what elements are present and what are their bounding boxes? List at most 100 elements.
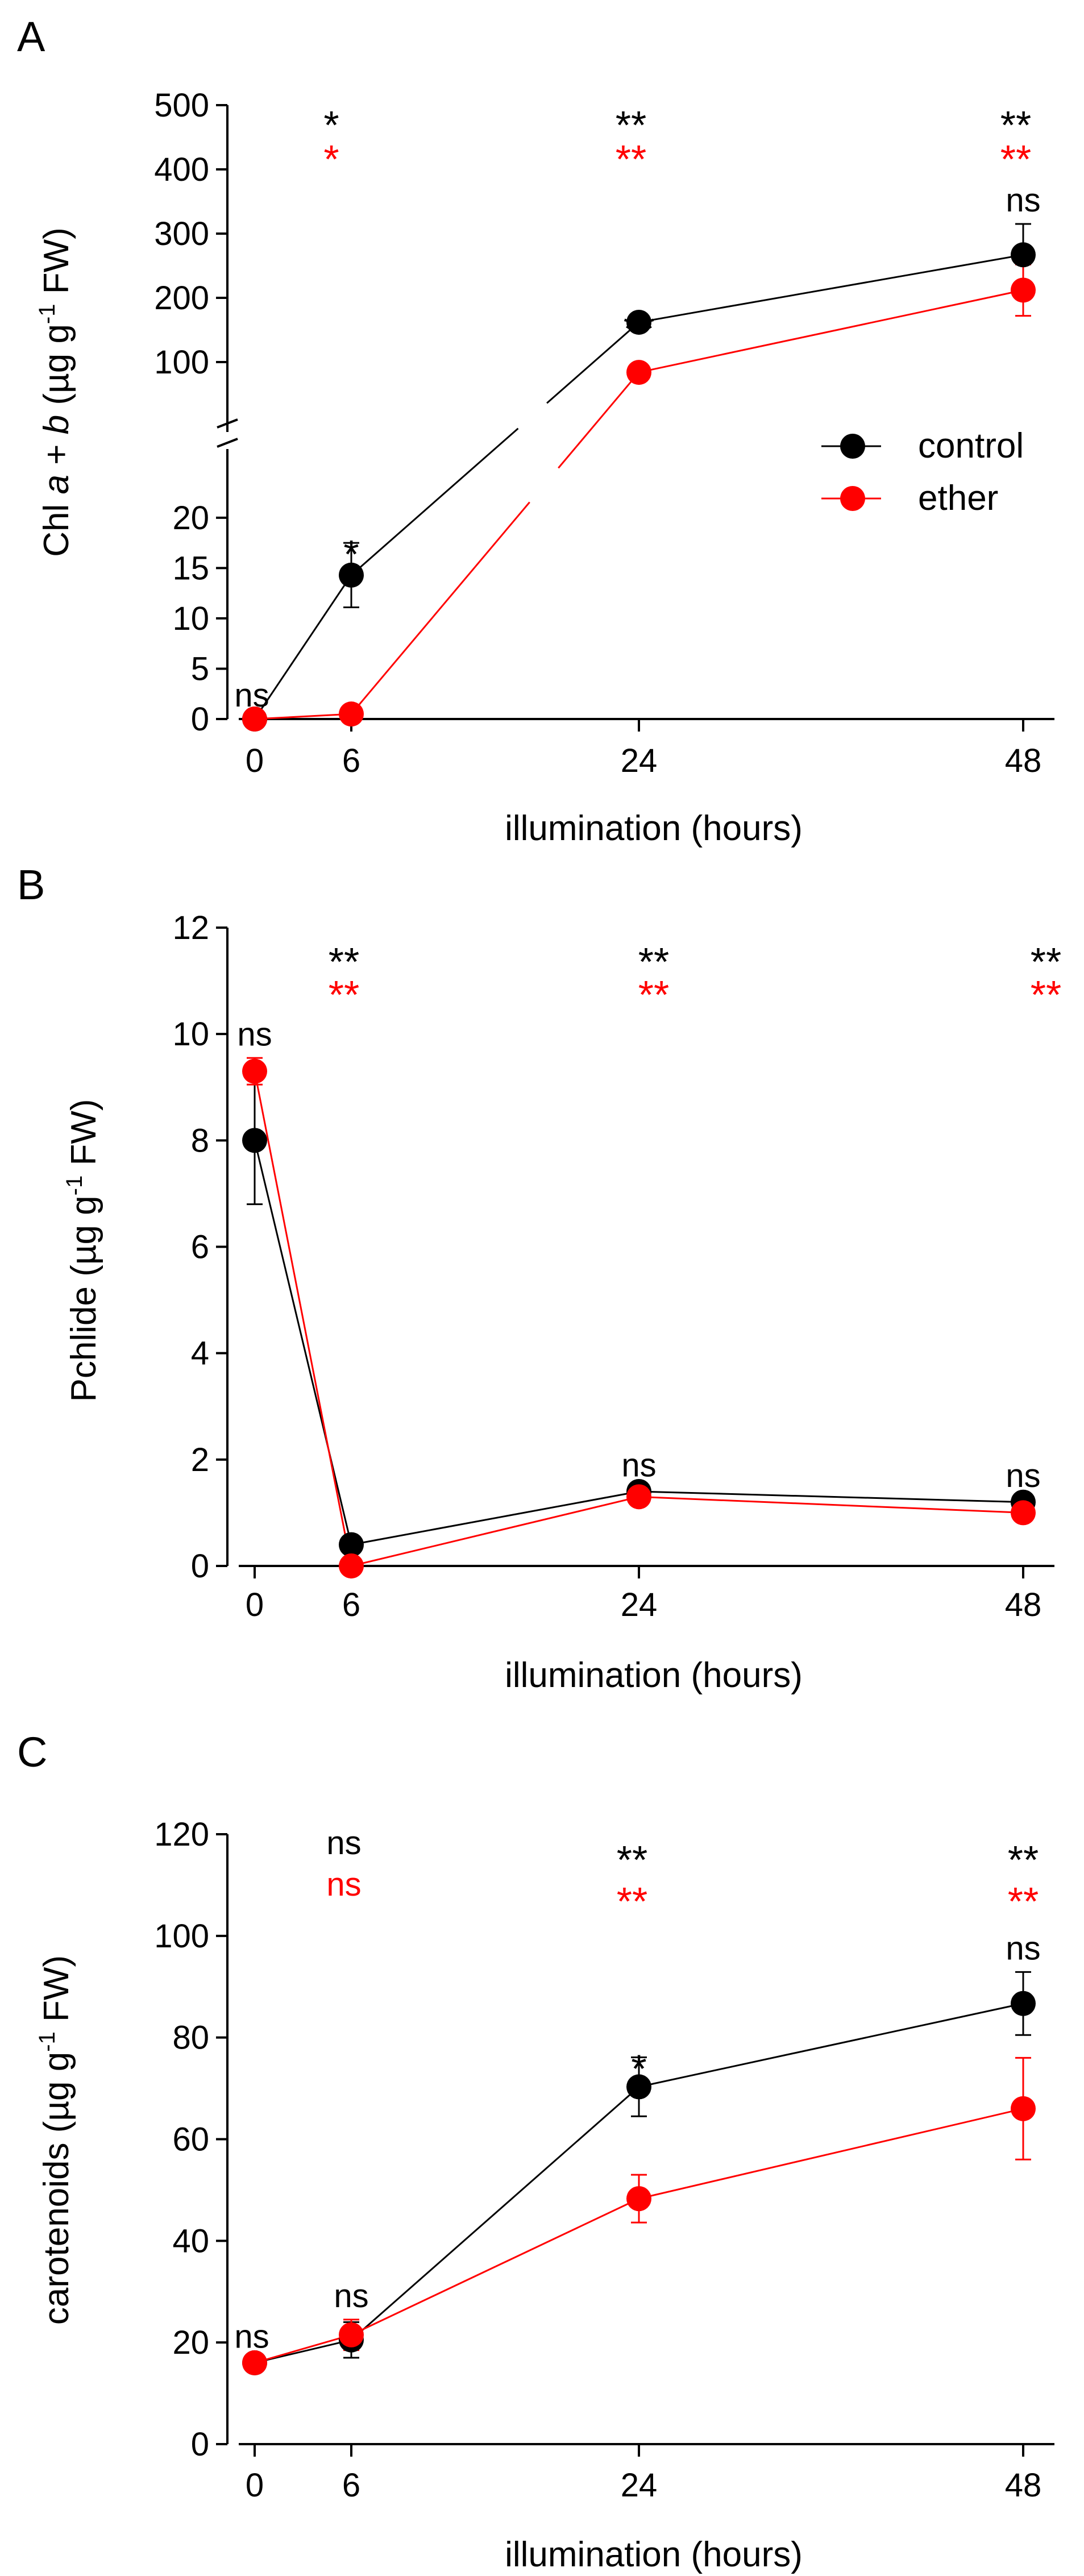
data-point-control: [339, 1532, 364, 1557]
y-tick-label: 15: [172, 550, 209, 587]
series-line-ether: [638, 1495, 1024, 1514]
y-tick-label: 6: [191, 1229, 209, 1266]
x-tick-label: 0: [246, 1586, 264, 1623]
y-axis-label: carotenoids (µg g-1 FW): [35, 1955, 76, 2325]
series-line-control: [351, 1490, 639, 1546]
panel-label: A: [17, 13, 45, 60]
y-label-part-unit-close: FW): [37, 1955, 76, 2031]
x-tick-label: 6: [342, 742, 360, 779]
y-tick-label: 0: [191, 1548, 209, 1585]
data-point-ether: [626, 1484, 651, 1510]
y-tick-label: 20: [172, 2324, 209, 2361]
series-line-ether: [351, 1495, 639, 1567]
top-significance-control: ns: [326, 1825, 361, 1862]
data-point-ether: [626, 2186, 651, 2212]
data-point-ether: [339, 1553, 364, 1578]
top-significance-control: **: [617, 1838, 647, 1882]
series-line-control: [351, 427, 519, 576]
legend-label: control: [918, 426, 1024, 466]
series-line-ether: [351, 2197, 639, 2336]
series-line-ether: [350, 501, 530, 715]
y-tick-label: 5: [191, 650, 209, 687]
y-tick-label: 60: [172, 2121, 209, 2158]
significance-label: ns: [1006, 1457, 1040, 1494]
data-point-ether: [242, 707, 267, 732]
y-label-part-prefix: Chl: [37, 495, 76, 557]
y-tick-label: 2: [191, 1441, 209, 1478]
x-tick-label: 0: [246, 2467, 264, 2504]
top-significance-ether: *: [323, 137, 339, 181]
y-label-part-unit-open: (µg g: [64, 1195, 103, 1286]
y-tick-label: 20: [172, 500, 209, 537]
significance-label: *: [343, 1528, 359, 1573]
legend-marker-control: [840, 434, 865, 459]
y-label-part-unit-close: FW): [37, 227, 76, 304]
significance-label: ns: [1006, 1930, 1040, 1967]
x-tick-label: 48: [1005, 2467, 1042, 2504]
significance-label: ns: [237, 1016, 272, 1053]
panel-label: B: [17, 861, 45, 908]
y-axis-label: Chl a + b (µg g-1 FW): [35, 227, 76, 557]
data-point-ether: [1011, 277, 1036, 303]
significance-label: **: [624, 306, 654, 351]
y-label-part-a: a: [37, 475, 76, 494]
series-line-ether: [254, 713, 352, 720]
top-significance-ether: **: [1008, 1879, 1039, 1923]
y-tick-label: 100: [154, 1918, 209, 1955]
data-point-ether: [626, 360, 651, 385]
data-point-ether: [339, 701, 364, 727]
y-tick-label: 200: [154, 280, 209, 317]
y-label-part-sup: -1: [62, 1175, 87, 1196]
y-tick-label: 40: [172, 2222, 209, 2259]
x-tick-label: 6: [342, 2467, 360, 2504]
axis-break-mark: [217, 438, 238, 448]
significance-label: *: [343, 532, 359, 576]
panel-label: C: [17, 1729, 47, 1776]
top-significance-ether: **: [617, 1879, 647, 1923]
top-significance-control: **: [638, 940, 669, 984]
series-line-control: [351, 2086, 639, 2341]
data-point-ether: [242, 2350, 267, 2375]
x-tick-label: 6: [342, 1586, 360, 1623]
top-significance-ether: **: [638, 973, 669, 1017]
data-point-control: [339, 562, 364, 588]
y-tick-label: 4: [191, 1335, 209, 1372]
y-label-part-prefix: Pchlide: [64, 1286, 103, 1402]
series-line-control: [638, 1490, 1024, 1503]
y-tick-label: 100: [154, 344, 209, 381]
series-line-ether: [638, 289, 1024, 373]
top-significance-ether: ns: [326, 1866, 361, 1903]
series-line-control: [254, 574, 352, 720]
data-point-ether: [1011, 1500, 1036, 1526]
data-point-ether: [242, 1058, 267, 1084]
x-tick-label: 48: [1005, 742, 1042, 779]
x-axis-label: illumination (hours): [505, 2535, 803, 2574]
y-tick-label: 400: [154, 151, 209, 188]
y-label-part-sup: -1: [35, 304, 60, 324]
y-tick-label: 0: [191, 701, 209, 738]
y-label-part-unit-open: (µg g: [37, 2052, 76, 2143]
legend-marker-ether: [840, 486, 865, 511]
significance-label: ns: [234, 677, 269, 714]
y-label-part-prefix: carotenoids: [37, 2143, 76, 2325]
axis-break-mark: [217, 418, 238, 429]
top-significance-control: **: [1000, 103, 1031, 147]
y-tick-label: 10: [172, 1016, 209, 1053]
series-line-control: [638, 2002, 1024, 2088]
series-line-ether: [254, 2334, 352, 2364]
data-point-control: [1011, 242, 1036, 268]
significance-label: ns: [234, 2318, 269, 2355]
y-tick-label: 500: [154, 87, 209, 124]
x-axis-label: illumination (hours): [505, 1656, 803, 1695]
series-line-control: [546, 321, 639, 404]
top-significance-control: **: [329, 940, 359, 984]
x-tick-label: 48: [1005, 1586, 1042, 1623]
significance-label: ns: [621, 1447, 656, 1484]
significance-label: ns: [1006, 182, 1040, 219]
x-tick-label: 0: [246, 742, 264, 779]
significance-label: *: [631, 2047, 646, 2091]
top-significance-control: *: [323, 103, 339, 147]
y-tick-label: 8: [191, 1122, 209, 1159]
y-label-part-unit-open: (µg g: [37, 324, 76, 415]
data-point-ether: [339, 2322, 364, 2348]
